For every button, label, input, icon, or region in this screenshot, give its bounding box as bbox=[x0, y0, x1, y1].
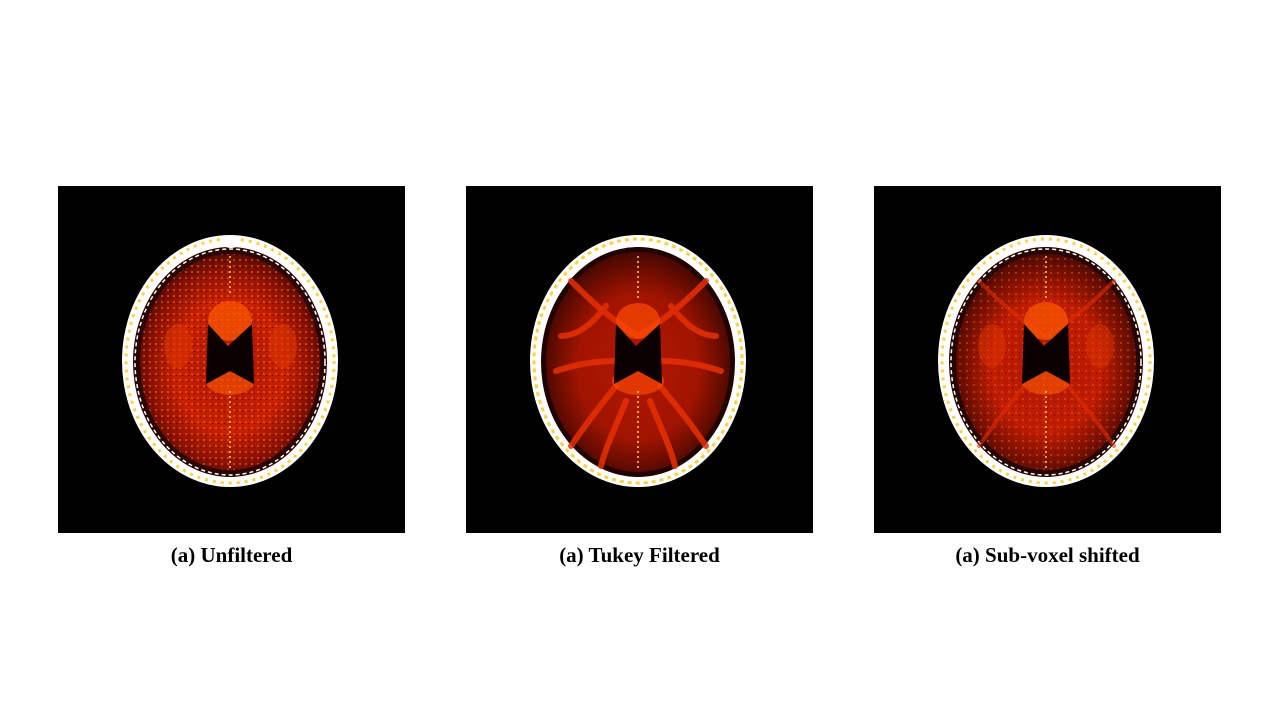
mri-axial-slice-tukey-filtered bbox=[530, 235, 746, 487]
mri-panel-unfiltered bbox=[58, 186, 405, 533]
figure-unfiltered: (a) Unfiltered bbox=[58, 186, 405, 567]
mri-panel-tukey-filtered bbox=[466, 186, 813, 533]
mri-axial-slice-unfiltered bbox=[122, 235, 338, 487]
figure-sub-voxel-shifted: (a) Sub-voxel shifted bbox=[874, 186, 1221, 567]
caption-sub-voxel-shifted: (a) Sub-voxel shifted bbox=[955, 543, 1140, 567]
caption-tukey-filtered: (a) Tukey Filtered bbox=[559, 543, 720, 567]
caption-unfiltered: (a) Unfiltered bbox=[170, 543, 293, 567]
mri-axial-slice-sub-voxel-shifted bbox=[938, 235, 1154, 487]
figure-tukey-filtered: (a) Tukey Filtered bbox=[466, 186, 813, 567]
mri-panel-sub-voxel-shifted bbox=[874, 186, 1221, 533]
